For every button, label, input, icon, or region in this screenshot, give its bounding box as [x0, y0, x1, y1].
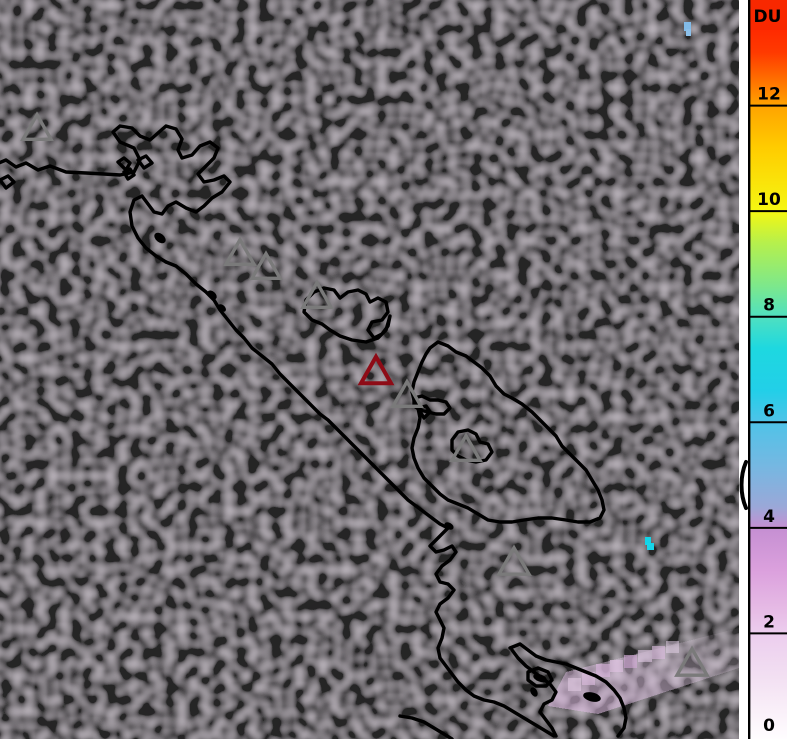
- coastline-small-island-center: [302, 286, 392, 344]
- volcano-marker-8[interactable]: [496, 544, 532, 576]
- coastline-northwest-island: [0, 124, 232, 264]
- coastline-islet-c: [136, 154, 154, 170]
- colorbar-tick-label: 0: [763, 716, 775, 736]
- coastline-islet-d: [0, 174, 16, 190]
- colorbar-tick-label: 12: [757, 85, 781, 105]
- volcano-marker-6[interactable]: [390, 378, 424, 409]
- colorbar-unit-label: DU: [754, 7, 782, 27]
- coastline-clip-artifact: [739, 460, 748, 510]
- so2-pixel-north: [684, 22, 691, 31]
- map-panel[interactable]: [0, 0, 739, 739]
- colorbar-panel[interactable]: DU 12 10 8 6 4 2 0: [739, 0, 787, 739]
- coastline-islet-a: [116, 156, 132, 172]
- volcano-marker-7[interactable]: [449, 432, 483, 463]
- coastline-island-notch: [416, 404, 432, 420]
- coastline-southeast-island-south: [510, 648, 558, 738]
- coastline-large-island: [410, 340, 606, 524]
- colorbar-svg: DU 12 10 8 6 4 2 0: [739, 0, 787, 739]
- colorbar-tick-label: 4: [763, 507, 775, 527]
- colorbar-tick-label: 8: [763, 296, 775, 316]
- coastline-southeast-island: [508, 642, 628, 738]
- coastline-caldera-lake: [450, 428, 494, 464]
- volcano-marker-5[interactable]: [357, 352, 395, 386]
- colorbar-unit-plate: [748, 0, 787, 30]
- coastline-layer: [0, 124, 628, 739]
- colorbar-tick-label: 2: [763, 612, 775, 632]
- coastline-south-peninsula: [428, 526, 556, 738]
- volcano-marker-3[interactable]: [249, 250, 283, 281]
- volcano-marker-4[interactable]: [300, 279, 334, 310]
- coastline-main-arc: [164, 260, 450, 530]
- coastline-bottom-left-fragment: [398, 714, 454, 739]
- colorbar-tick-label: 10: [757, 190, 781, 210]
- volcano-marker-9[interactable]: [674, 645, 710, 677]
- so2-elevated-pixels: [645, 22, 691, 550]
- volcano-marker-1[interactable]: [20, 111, 54, 142]
- so2-pixel-southeast: [645, 537, 651, 545]
- colorbar-tick-label: 6: [763, 401, 775, 421]
- volcano-marker-layer: [20, 111, 710, 677]
- coastline-lagoon: [526, 666, 554, 688]
- volcano-marker-2[interactable]: [223, 236, 257, 267]
- colorbar-gradient: [748, 0, 787, 739]
- coastline-islet-b: [122, 167, 136, 181]
